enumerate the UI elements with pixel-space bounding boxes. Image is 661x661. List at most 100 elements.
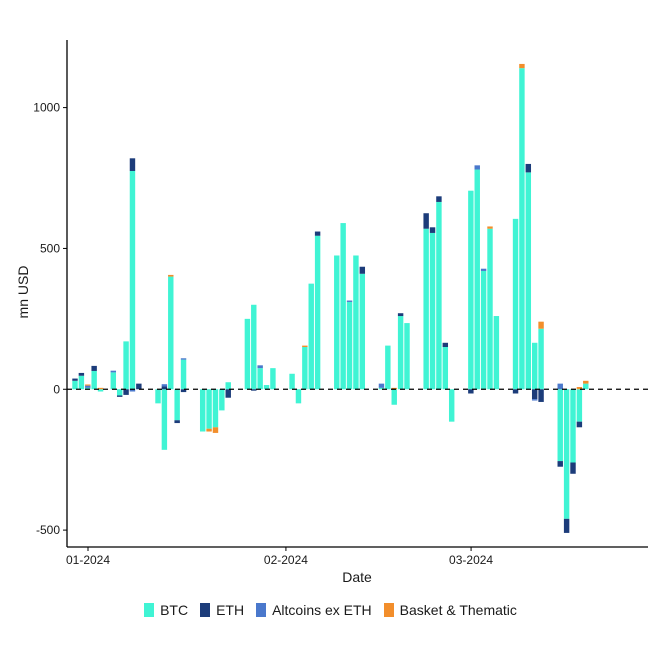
bar-eth xyxy=(91,365,97,371)
legend-label: BTC xyxy=(160,602,189,618)
bar-eth xyxy=(512,389,519,394)
bar-btc xyxy=(212,389,219,428)
legend-item: Basket & Thematic xyxy=(383,602,517,618)
bar-btc xyxy=(289,373,295,390)
bar-eth xyxy=(136,383,142,390)
bar-btc xyxy=(110,372,117,390)
bar-btc xyxy=(161,389,168,450)
bar-btc xyxy=(340,223,346,390)
bar-basket-thematic xyxy=(168,274,174,277)
bar-btc xyxy=(270,368,276,390)
bar-btc xyxy=(448,389,455,422)
bar-btc xyxy=(570,389,576,463)
x-axis-label: Date xyxy=(342,569,372,585)
bar-basket-thematic xyxy=(206,428,212,432)
x-tick-label: 01-2024 xyxy=(66,553,110,567)
y-tick-label: 1000 xyxy=(33,101,60,115)
bar-btc xyxy=(346,301,353,390)
bar-btc xyxy=(512,218,519,390)
bar-basket-thematic xyxy=(519,63,525,69)
legend-swatch xyxy=(256,603,267,617)
bar-btc xyxy=(493,316,500,390)
bar-btc xyxy=(199,389,206,432)
bar-btc xyxy=(557,389,563,462)
bar-btc xyxy=(519,68,525,390)
y-tick-label: 500 xyxy=(40,241,60,255)
bar-btc xyxy=(487,228,493,390)
bar-btc xyxy=(525,172,532,390)
bar-basket-thematic xyxy=(97,387,104,390)
bar-btc xyxy=(404,323,410,390)
axes-layer: -500 0 500 1000 01-2024 02-2024 03-2024 xyxy=(33,40,648,567)
bar-eth xyxy=(359,266,366,274)
bar-eth xyxy=(180,389,187,393)
bar-btc xyxy=(397,316,404,390)
bar-basket-thematic xyxy=(487,226,493,229)
bar-btc xyxy=(314,235,321,390)
bar-btc xyxy=(180,359,187,390)
bar-basket-thematic xyxy=(212,427,219,433)
bar-eth xyxy=(78,372,85,376)
bar-altcoins-ex-eth xyxy=(557,383,563,390)
bar-altcoins-ex-eth xyxy=(474,165,480,170)
bar-altcoins-ex-eth xyxy=(257,365,263,369)
bar-btc xyxy=(334,255,340,390)
bar-eth xyxy=(397,313,404,317)
bar-btc xyxy=(359,273,366,390)
legend: BTC ETH Altcoins ex ETH Basket & Thematic xyxy=(0,602,661,618)
bar-btc xyxy=(436,201,442,390)
legend-swatch xyxy=(144,603,155,617)
legend-item: ETH xyxy=(200,602,244,618)
legend-label: Basket & Thematic xyxy=(399,602,517,618)
bar-btc xyxy=(219,389,225,411)
bar-altcoins-ex-eth xyxy=(161,384,168,387)
bar-basket-thematic xyxy=(391,387,397,390)
bar-btc xyxy=(423,228,429,390)
bar-eth xyxy=(563,518,570,533)
bar-btc xyxy=(244,318,251,390)
bar-btc xyxy=(391,389,397,405)
legend-label: Altcoins ex ETH xyxy=(272,602,372,618)
bar-eth xyxy=(423,213,429,229)
bar-btc xyxy=(480,270,487,390)
bar-btc xyxy=(576,389,583,422)
bar-btc xyxy=(168,276,174,390)
bar-altcoins-ex-eth xyxy=(480,268,487,271)
bar-btc xyxy=(155,389,161,404)
bar-btc xyxy=(308,283,314,390)
bar-altcoins-ex-eth xyxy=(346,300,353,302)
legend-swatch xyxy=(383,603,394,617)
bar-altcoins-ex-eth xyxy=(110,370,117,373)
bar-eth xyxy=(225,389,231,398)
bar-btc xyxy=(583,383,589,390)
legend-item: Altcoins ex ETH xyxy=(256,602,372,618)
bar-btc xyxy=(442,347,449,390)
bar-btc xyxy=(206,389,212,429)
bar-eth xyxy=(174,420,180,424)
bar-eth xyxy=(525,163,532,173)
bar-btc xyxy=(129,170,136,390)
bar-basket-thematic xyxy=(85,384,91,386)
bar-altcoins-ex-eth xyxy=(85,385,91,388)
x-tick-label: 03-2024 xyxy=(449,553,493,567)
bars-layer xyxy=(72,63,589,533)
bar-btc xyxy=(257,368,263,390)
legend-item: BTC xyxy=(144,602,188,618)
bar-btc xyxy=(97,389,104,392)
bar-eth xyxy=(129,158,136,171)
bar-eth xyxy=(576,421,583,428)
bar-btc xyxy=(302,347,308,390)
bar-eth xyxy=(538,389,544,402)
bar-eth xyxy=(436,196,442,202)
bar-eth xyxy=(429,227,436,233)
bar-eth xyxy=(557,461,563,467)
bar-btc xyxy=(429,232,436,390)
bar-btc xyxy=(378,387,385,390)
legend-swatch xyxy=(200,603,211,617)
bar-btc xyxy=(251,304,257,390)
bar-altcoins-ex-eth xyxy=(378,383,385,388)
bar-btc xyxy=(72,380,78,390)
bar-btc xyxy=(78,375,85,390)
bar-btc xyxy=(531,342,538,390)
